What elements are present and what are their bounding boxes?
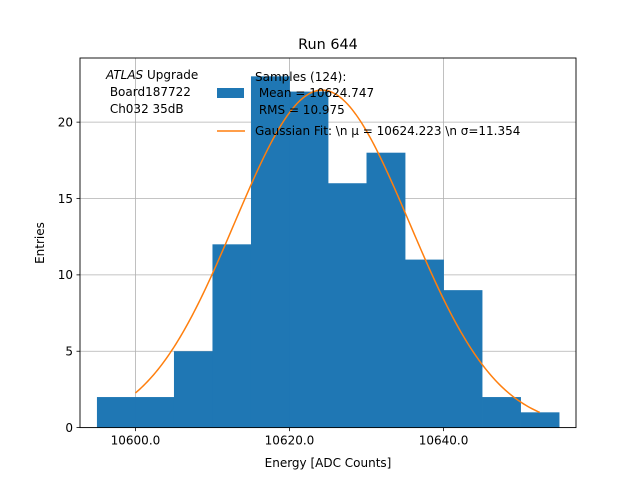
y-tick-label: 15 <box>58 192 73 206</box>
histogram-bar <box>366 152 406 428</box>
annotation-atlas: ATLAS <box>105 68 144 82</box>
gaussian-fit-curve <box>134 89 541 414</box>
x-axis-ticks: 10600.0 10620.0 10640.0 <box>111 427 469 448</box>
annotation-line-2: Board187722 <box>106 85 191 99</box>
legend: Samples (124): Mean = 10624.747 RMS = 10… <box>217 70 520 138</box>
histogram-bar <box>520 412 560 428</box>
x-axis-label: Energy [ADC Counts] <box>265 456 392 470</box>
legend-samples-swatch <box>217 88 244 98</box>
legend-fit-label: Gaussian Fit: \n μ = 10624.223 \n σ=11.3… <box>255 124 520 138</box>
y-axis-label: Entries <box>33 222 47 264</box>
x-tick-label: 10640.0 <box>419 434 469 448</box>
histogram-bar <box>328 183 367 428</box>
histogram-bar <box>135 397 175 428</box>
annotation-line-1: ATLAS Upgrade <box>105 68 198 82</box>
atlas-annotation: ATLAS Upgrade Board187722 Ch032 35dB <box>105 68 198 116</box>
y-tick-label: 0 <box>65 421 73 435</box>
y-axis-ticks: 0 5 10 15 20 <box>58 115 80 435</box>
histogram-bar <box>405 259 444 428</box>
chart-title: Run 644 <box>298 37 358 53</box>
legend-samples-rms: RMS = 10.975 <box>255 103 345 117</box>
y-tick-label: 20 <box>58 115 73 129</box>
histogram-bar <box>250 76 290 428</box>
legend-samples-header: Samples (124): <box>255 70 346 84</box>
x-tick-label: 10620.0 <box>265 434 315 448</box>
histogram-bars <box>96 76 560 428</box>
histogram-bar <box>173 351 213 428</box>
annotation-upgrade: Upgrade <box>143 68 198 82</box>
legend-samples-mean: Mean = 10624.747 <box>255 86 374 100</box>
histogram-bar <box>212 244 252 428</box>
annotation-line-3: Ch032 35dB <box>106 102 184 116</box>
y-tick-label: 10 <box>58 268 73 282</box>
y-tick-label: 5 <box>65 345 73 359</box>
histogram-bar <box>289 91 329 428</box>
axes-frame <box>79 57 577 429</box>
histogram-bar <box>96 397 136 428</box>
x-tick-label: 10600.0 <box>111 434 161 448</box>
histogram-bar <box>482 397 521 428</box>
gaussian-fit-line <box>134 89 541 414</box>
